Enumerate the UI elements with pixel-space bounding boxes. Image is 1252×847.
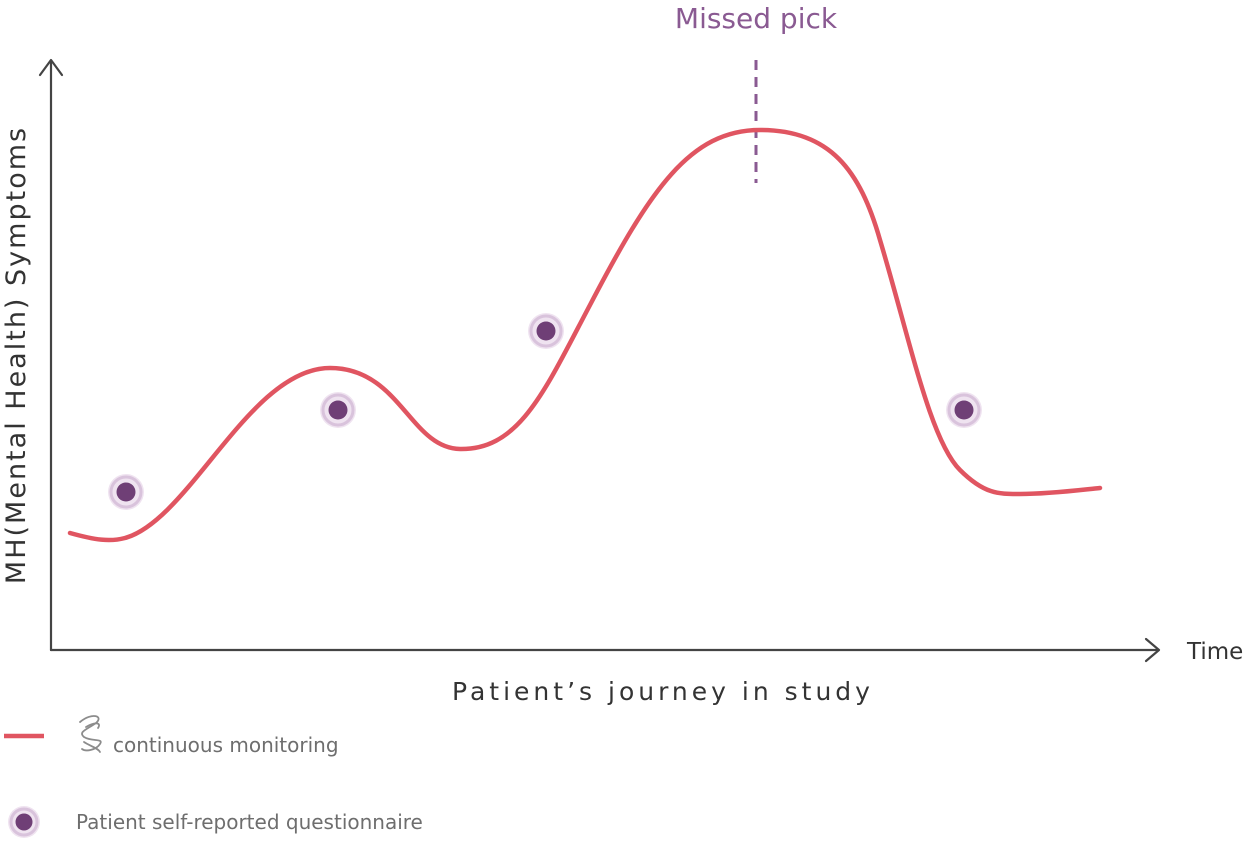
x-axis-title: Patient’s journey in study [452, 677, 874, 706]
questionnaire-point [946, 392, 982, 428]
y-axis [38, 58, 64, 652]
x-axis [49, 637, 1161, 663]
x-axis-end-label: Time [1186, 639, 1243, 665]
questionnaire-point [320, 392, 356, 428]
questionnaire-point [528, 313, 564, 349]
missed-peak-label: Missed pick [675, 2, 838, 35]
wave-logo-icon [79, 715, 102, 753]
y-axis-title: MH(Mental Health) Symptoms [1, 126, 32, 584]
legend-line-label: continuous monitoring [113, 733, 339, 757]
legend-dot-swatch [8, 806, 40, 838]
questionnaire-point [108, 474, 144, 510]
continuous-monitoring-curve [67, 127, 1103, 543]
legend-dot-label: Patient self-reported questionnaire [76, 810, 423, 834]
